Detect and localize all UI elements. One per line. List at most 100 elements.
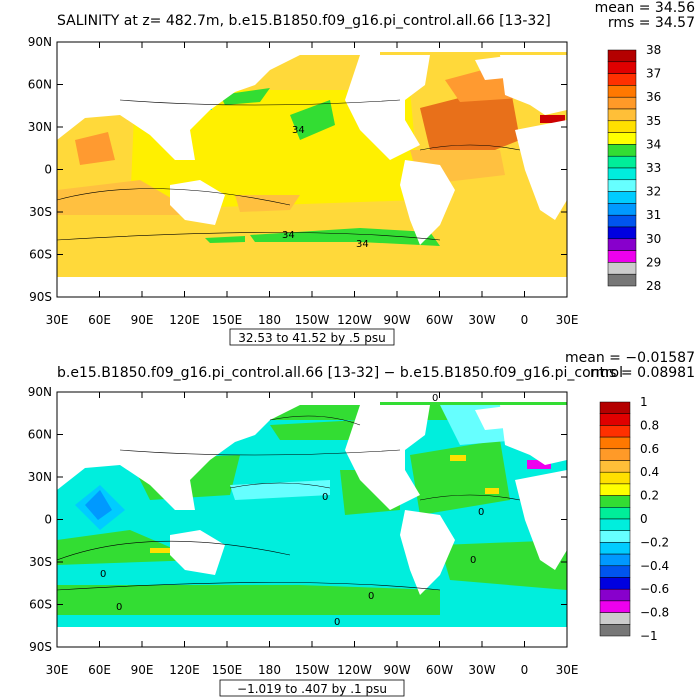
p1-land-australia	[170, 180, 225, 225]
colorbar-swatch	[607, 238, 637, 251]
y-tick-label: 0	[44, 513, 52, 527]
panel-2-map	[57, 392, 567, 647]
p2-contour-label: 0	[116, 602, 122, 613]
p1-land-africa	[515, 120, 567, 220]
colorbar-swatch	[607, 203, 637, 216]
p2-contour-3	[57, 582, 441, 591]
y-tick-label: 60S	[29, 248, 52, 262]
colorbar-swatch	[599, 530, 631, 543]
p2-land-south-america	[400, 510, 455, 595]
panel-2-title: b.e15.B1850.f09_g16.pi_control.all.66 [1…	[57, 365, 623, 381]
colorbar-swatch	[599, 460, 631, 473]
p1-contour-2	[57, 188, 291, 206]
p1-contour-3	[57, 232, 441, 241]
p2-land-greenland	[475, 405, 515, 430]
colorbar-swatch	[607, 179, 637, 192]
colorbar-swatch	[599, 588, 631, 602]
y-tick-label: 90S	[29, 290, 52, 304]
x-tick-label: 30E	[556, 663, 579, 677]
p2-southern-pos	[57, 585, 440, 615]
p2-land-eurasia-west	[57, 402, 380, 510]
p1-contour-label: 34	[292, 125, 305, 136]
p2-yellow-patch	[450, 455, 466, 461]
colorbar-swatch	[599, 401, 631, 414]
panel-2: b.e15.B1850.f09_g16.pi_control.all.66 [1…	[28, 350, 695, 697]
x-tick-label: 60W	[426, 313, 453, 327]
colorbar-swatch	[607, 226, 637, 240]
x-tick-label: 150W	[295, 663, 330, 677]
colorbar-swatch	[599, 413, 631, 426]
x-tick-label: 90E	[131, 663, 154, 677]
colorbar-label: 1	[640, 395, 648, 409]
p1-contour-4	[419, 144, 521, 151]
p2-contour-6	[269, 415, 361, 426]
colorbar-swatch	[607, 191, 637, 204]
colorbar-swatch	[607, 250, 637, 263]
x-tick-label: 0	[521, 663, 529, 677]
y-tick-label: 60N	[28, 428, 52, 442]
y-tick-label: 90N	[28, 385, 52, 399]
x-tick-label: 150W	[295, 313, 330, 327]
colorbar-swatch	[599, 448, 631, 461]
colorbar-label: 0.8	[640, 418, 659, 432]
panel-1-mean: mean = 34.56	[595, 0, 696, 16]
colorbar-swatch	[607, 108, 637, 122]
panel-1: SALINITY at z= 482.7m, b.e15.B1850.f09_g…	[28, 0, 696, 346]
p2-south-atlantic-pos	[440, 540, 567, 590]
colorbar-label: 30	[646, 232, 661, 246]
y-tick-label: 60S	[29, 598, 52, 612]
x-tick-label: 30E	[556, 313, 579, 327]
colorbar-swatch	[599, 600, 631, 613]
p2-contour-label: 0	[432, 393, 438, 404]
colorbar-swatch	[599, 518, 631, 531]
p1-land-greenland	[475, 55, 515, 80]
x-tick-label: 30E	[46, 313, 69, 327]
colorbar-swatch	[599, 553, 631, 567]
x-tick-label: 30W	[468, 313, 495, 327]
panel-1-y-axis: 90N 60N 30N 0 30S 60S 90S	[28, 35, 567, 304]
x-tick-label: 30W	[468, 663, 495, 677]
x-tick-label: 150E	[212, 663, 243, 677]
x-tick-label: 120W	[337, 663, 372, 677]
panel-2-mean: mean = −0.01587	[565, 350, 695, 366]
colorbar-swatch	[607, 96, 637, 110]
p2-north-pacific-pos	[270, 420, 360, 440]
p2-contour-label: 0	[322, 492, 328, 503]
p1-mediterranean	[540, 115, 565, 123]
p1-southern-ocean-low-2	[205, 236, 245, 243]
panel-1-range-box	[229, 328, 395, 346]
p2-land-africa	[515, 470, 567, 570]
y-tick-label: 30S	[29, 205, 52, 219]
colorbar-label: 32	[646, 185, 661, 199]
colorbar-swatch	[599, 507, 631, 520]
colorbar-swatch	[599, 542, 631, 555]
x-tick-label: 60E	[88, 313, 111, 327]
y-tick-label: 30N	[28, 120, 52, 134]
x-tick-label: 90E	[131, 313, 154, 327]
x-tick-label: 150E	[212, 313, 243, 327]
p1-contour-label: 34	[282, 230, 295, 241]
p1-land-north-america	[345, 55, 430, 160]
p2-atlantic-pos	[410, 440, 510, 515]
colorbar-label: 29	[646, 255, 661, 269]
y-tick-label: 90S	[29, 640, 52, 654]
colorbar-label: 0.4	[640, 465, 659, 479]
panel-2-colorbar: 1 0.8 0.6 0.4 0.2 0 −0.2 −0.4 −0.6 −0.8 −1	[599, 395, 669, 643]
colorbar-label: −0.6	[640, 582, 669, 596]
colorbar-swatch	[607, 273, 637, 287]
colorbar-label: 33	[646, 161, 661, 175]
x-tick-label: 30E	[46, 663, 69, 677]
p2-yellow-patch	[485, 488, 499, 494]
panel-2-y-axis: 90N 60N 30N 0 30S 60S 90S	[28, 385, 567, 654]
p2-land-north-america	[345, 405, 430, 510]
p2-indian-pos	[57, 530, 200, 565]
p1-pacific-mid	[130, 90, 420, 210]
p2-contour-label: 0	[100, 569, 106, 580]
panel-2-x-axis: 30E 60E 90E 120E 150E 180 150W 120W 90W 60W 30W 0 30…	[46, 392, 579, 677]
p2-contour-label: 0	[334, 617, 340, 628]
p1-south-pacific-high	[235, 195, 300, 212]
colorbar-label: 36	[646, 90, 661, 104]
panel-1-colorbar: 38 37 36 35 34 33 32 31 30 29 28	[607, 43, 661, 293]
colorbar-label: −0.8	[640, 606, 669, 620]
p1-contour-label: 34	[356, 239, 369, 250]
